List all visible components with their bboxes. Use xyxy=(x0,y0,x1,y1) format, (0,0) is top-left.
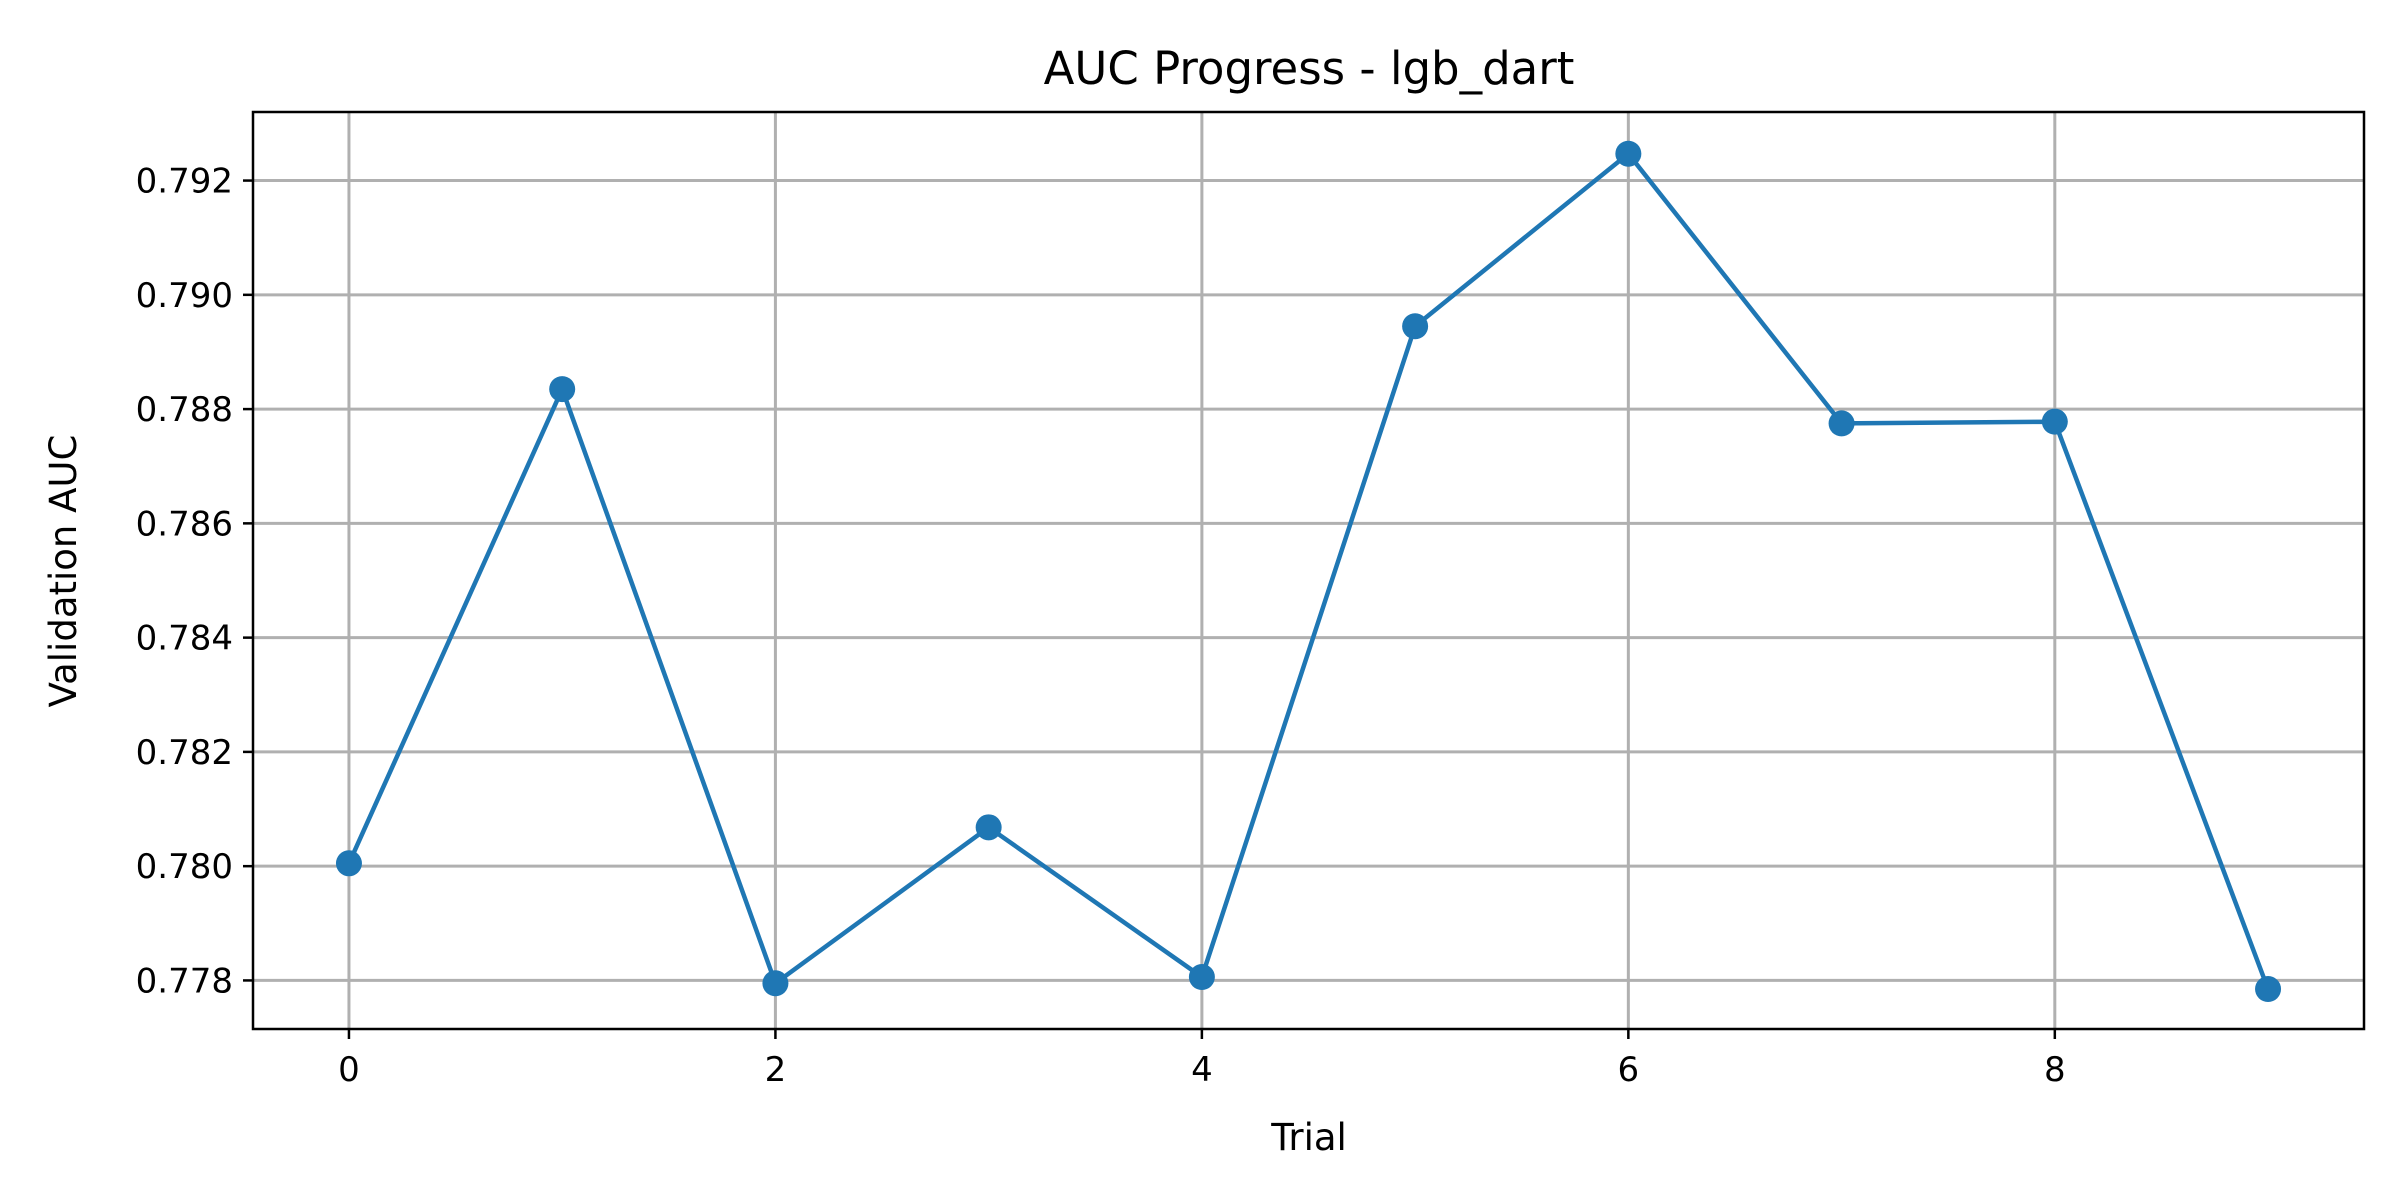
grid-layer xyxy=(253,112,2364,1029)
y-tick-label: 0.784 xyxy=(136,619,233,659)
data-point xyxy=(1188,964,1215,991)
data-point xyxy=(335,850,362,877)
x-tick-label: 2 xyxy=(765,1050,787,1090)
data-point xyxy=(1402,313,1429,340)
y-tick-label: 0.782 xyxy=(136,733,233,773)
series-layer xyxy=(335,140,2282,1003)
data-point xyxy=(1828,410,1855,437)
chart-title: AUC Progress - lgb_dart xyxy=(1044,42,1575,95)
x-tick-label: 4 xyxy=(1191,1050,1213,1090)
y-tick-label: 0.790 xyxy=(136,276,233,316)
y-tick-label: 0.780 xyxy=(136,847,233,887)
tick-layer: 0 2 4 6 8 0.778 0.780 0.782 0.784 0.786 0.788 0.790… xyxy=(136,162,2066,1090)
x-axis-label: Trial xyxy=(1270,1116,1347,1159)
data-point xyxy=(975,814,1002,841)
data-point xyxy=(549,376,576,403)
y-tick-label: 0.778 xyxy=(136,961,233,1001)
plot-frame xyxy=(251,110,2366,1031)
y-tick-label: 0.788 xyxy=(136,390,233,430)
data-point xyxy=(1615,140,1642,167)
y-axis-label: Validation AUC xyxy=(42,435,85,708)
x-tick-label: 0 xyxy=(338,1050,360,1090)
data-point xyxy=(2041,408,2068,435)
data-point xyxy=(762,970,789,997)
y-tick-label: 0.786 xyxy=(136,504,233,544)
series-line xyxy=(346,151,2271,990)
x-tick-label: 6 xyxy=(1618,1050,1640,1090)
x-tick-label: 8 xyxy=(2044,1050,2066,1090)
y-tick-label: 0.792 xyxy=(136,162,233,202)
data-point xyxy=(2255,976,2282,1003)
